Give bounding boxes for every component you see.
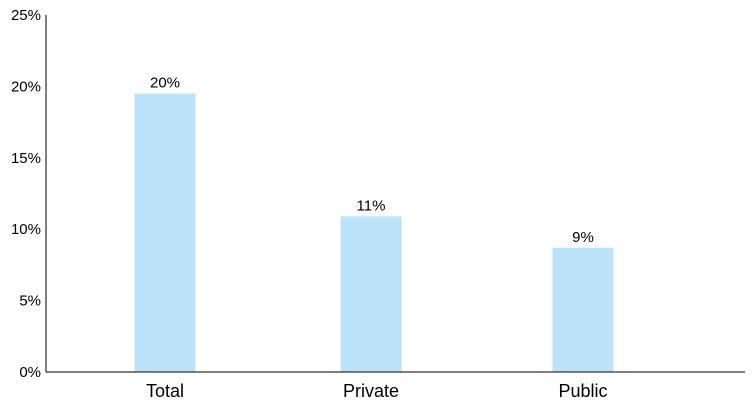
data-label-total: 20% [150,75,180,92]
y-tick-label: 20% [11,78,41,95]
data-labels: 20% 11% 9% [150,75,594,246]
bar-total [134,93,196,372]
y-tick-label: 10% [11,221,41,238]
bar-private [340,216,402,372]
y-tick-label: 5% [19,293,41,310]
bars [134,93,614,372]
x-axis-category-labels: Total Private Public [146,381,608,401]
category-label-total: Total [146,381,184,401]
data-label-private: 11% [357,197,386,214]
bar-public [552,247,614,372]
category-label-private: Private [343,381,399,401]
y-tick-label: 25% [11,7,41,24]
y-axis-ticks: 0% 5% 10% 15% 20% 25% [11,7,41,381]
category-label-public: Public [558,381,607,401]
y-tick-label: 15% [11,150,41,167]
data-label-public: 9% [572,229,594,246]
y-tick-label: 0% [19,364,41,381]
